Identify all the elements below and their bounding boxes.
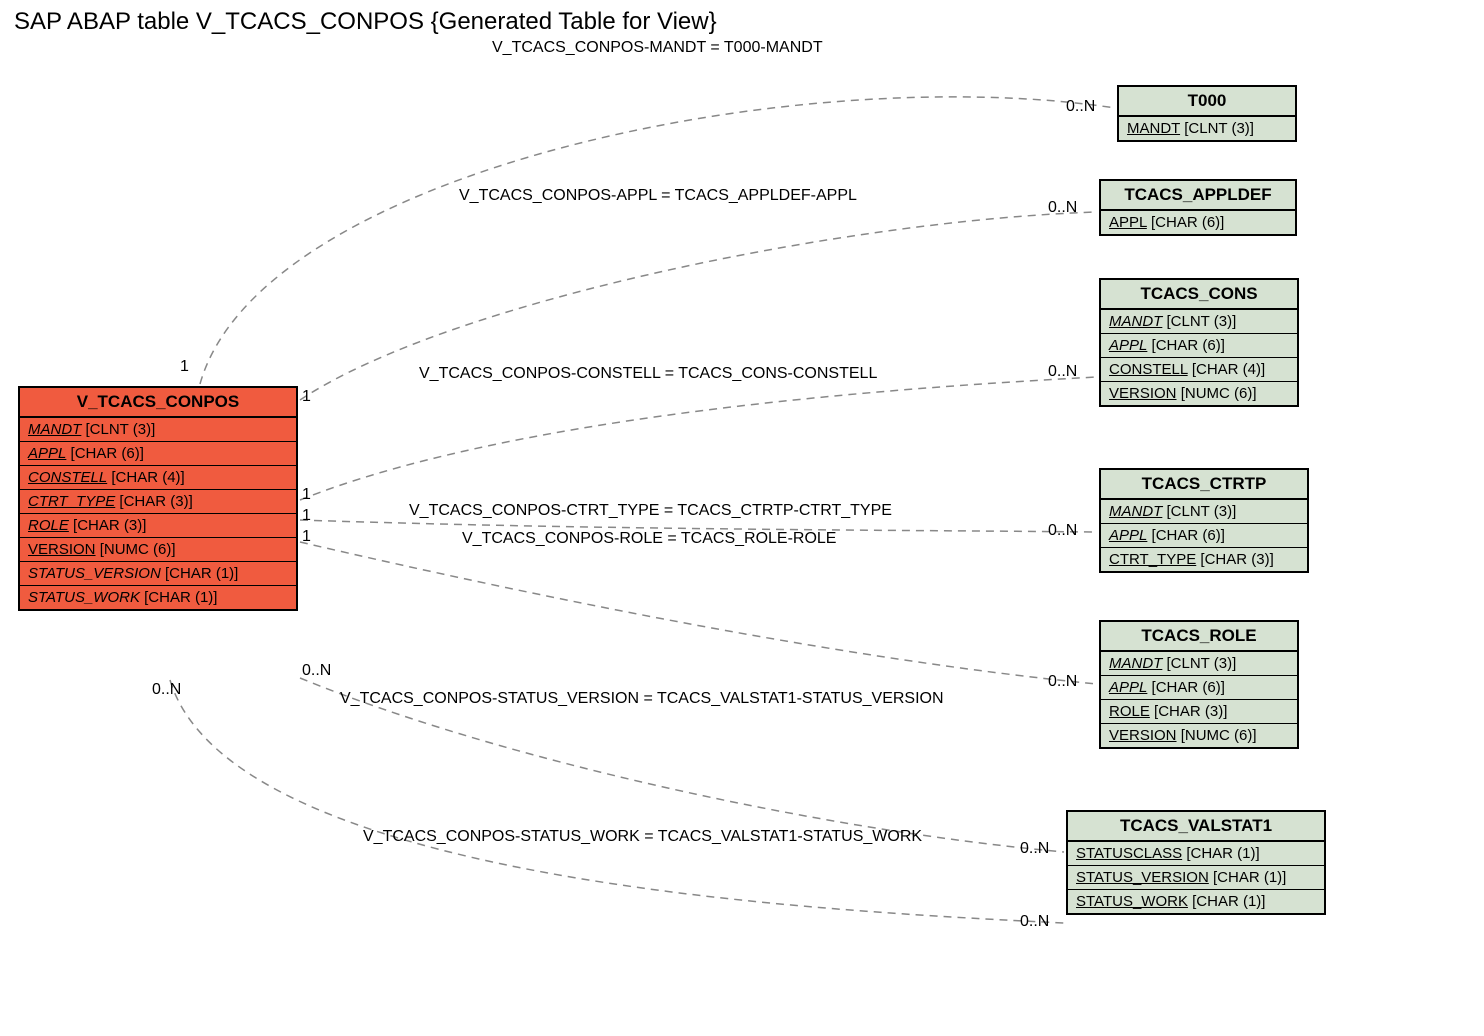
page-title: SAP ABAP table V_TCACS_CONPOS {Generated…: [14, 8, 717, 36]
entity-field: MANDT [CLNT (3)]: [1101, 310, 1297, 334]
entity-field: APPL [CHAR (6)]: [1101, 524, 1307, 548]
entity-field: CONSTELL [CHAR (4)]: [1101, 358, 1297, 382]
entity-V_TCACS_CONPOS: V_TCACS_CONPOSMANDT [CLNT (3)]APPL [CHAR…: [18, 386, 298, 611]
entity-T000: T000MANDT [CLNT (3)]: [1117, 85, 1297, 142]
entity-header: TCACS_APPLDEF: [1101, 181, 1295, 211]
entity-header: V_TCACS_CONPOS: [20, 388, 296, 418]
entity-TCACS_CTRTP: TCACS_CTRTPMANDT [CLNT (3)]APPL [CHAR (6…: [1099, 468, 1309, 573]
entity-field: APPL [CHAR (6)]: [1101, 676, 1297, 700]
entity-field: MANDT [CLNT (3)]: [1101, 652, 1297, 676]
relationship-label: V_TCACS_CONPOS-APPL = TCACS_APPLDEF-APPL: [459, 187, 857, 205]
entity-TCACS_APPLDEF: TCACS_APPLDEFAPPL [CHAR (6)]: [1099, 179, 1297, 236]
entity-field: STATUS_WORK [CHAR (1)]: [1068, 890, 1324, 913]
relationship-label: V_TCACS_CONPOS-STATUS_WORK = TCACS_VALST…: [363, 828, 922, 846]
entity-TCACS_ROLE: TCACS_ROLEMANDT [CLNT (3)]APPL [CHAR (6)…: [1099, 620, 1299, 749]
entity-field: ROLE [CHAR (3)]: [1101, 700, 1297, 724]
cardinality-label: 0..N: [1020, 840, 1049, 858]
entity-field: MANDT [CLNT (3)]: [1119, 117, 1295, 140]
entity-header: TCACS_VALSTAT1: [1068, 812, 1324, 842]
entity-field: VERSION [NUMC (6)]: [1101, 724, 1297, 747]
entity-header: TCACS_CTRTP: [1101, 470, 1307, 500]
entity-field: STATUS_WORK [CHAR (1)]: [20, 586, 296, 609]
entity-field: STATUSCLASS [CHAR (1)]: [1068, 842, 1324, 866]
entity-TCACS_CONS: TCACS_CONSMANDT [CLNT (3)]APPL [CHAR (6)…: [1099, 278, 1299, 407]
entity-field: APPL [CHAR (6)]: [1101, 334, 1297, 358]
entity-field: MANDT [CLNT (3)]: [20, 418, 296, 442]
cardinality-label: 0..N: [1048, 363, 1077, 381]
entity-field: CONSTELL [CHAR (4)]: [20, 466, 296, 490]
entity-field: CTRT_TYPE [CHAR (3)]: [20, 490, 296, 514]
entity-field: APPL [CHAR (6)]: [1101, 211, 1295, 234]
cardinality-label: 1: [302, 388, 311, 406]
entity-field: ROLE [CHAR (3)]: [20, 514, 296, 538]
cardinality-label: 1: [302, 507, 311, 525]
entity-field: VERSION [NUMC (6)]: [20, 538, 296, 562]
entity-field: STATUS_VERSION [CHAR (1)]: [1068, 866, 1324, 890]
cardinality-label: 1: [302, 486, 311, 504]
entity-header: T000: [1119, 87, 1295, 117]
entity-header: TCACS_ROLE: [1101, 622, 1297, 652]
entity-TCACS_VALSTAT1: TCACS_VALSTAT1STATUSCLASS [CHAR (1)]STAT…: [1066, 810, 1326, 915]
entity-field: CTRT_TYPE [CHAR (3)]: [1101, 548, 1307, 571]
cardinality-label: 0..N: [152, 681, 181, 699]
relationship-label: V_TCACS_CONPOS-MANDT = T000-MANDT: [492, 39, 823, 57]
cardinality-label: 0..N: [302, 662, 331, 680]
cardinality-label: 0..N: [1048, 199, 1077, 217]
entity-field: APPL [CHAR (6)]: [20, 442, 296, 466]
cardinality-label: 0..N: [1066, 98, 1095, 116]
entity-field: MANDT [CLNT (3)]: [1101, 500, 1307, 524]
entity-field: VERSION [NUMC (6)]: [1101, 382, 1297, 405]
cardinality-label: 1: [302, 528, 311, 546]
relationship-label: V_TCACS_CONPOS-CONSTELL = TCACS_CONS-CON…: [419, 365, 877, 383]
cardinality-label: 0..N: [1020, 913, 1049, 931]
cardinality-label: 0..N: [1048, 673, 1077, 691]
cardinality-label: 1: [180, 358, 189, 376]
cardinality-label: 0..N: [1048, 522, 1077, 540]
relationship-label: V_TCACS_CONPOS-ROLE = TCACS_ROLE-ROLE: [462, 530, 836, 548]
entity-header: TCACS_CONS: [1101, 280, 1297, 310]
relationship-label: V_TCACS_CONPOS-CTRT_TYPE = TCACS_CTRTP-C…: [409, 502, 892, 520]
entity-field: STATUS_VERSION [CHAR (1)]: [20, 562, 296, 586]
relationship-label: V_TCACS_CONPOS-STATUS_VERSION = TCACS_VA…: [340, 690, 944, 708]
